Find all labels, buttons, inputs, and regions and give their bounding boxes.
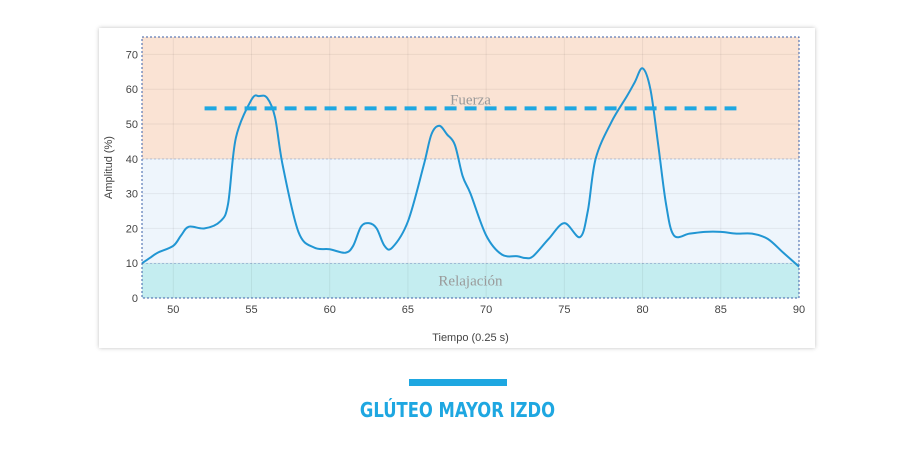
caption-accent-bar <box>409 379 507 386</box>
chart-card: Relajación Fuerza 50 55 60 65 70 75 80 85 90 0 10 2… <box>99 28 815 348</box>
bands-layer <box>142 37 799 298</box>
band-label-2: Fuerza <box>450 93 491 109</box>
y-tick-40: 40 <box>126 154 138 166</box>
band-labels-layer: Relajación Fuerza <box>438 93 503 290</box>
x-tick-75: 75 <box>558 304 570 316</box>
y-tick-0: 0 <box>132 293 138 305</box>
y-tick-20: 20 <box>126 223 138 235</box>
plot-frame <box>141 36 800 299</box>
x-tick-50: 50 <box>167 304 179 316</box>
x-tick-70: 70 <box>480 304 492 316</box>
y-tick-labels: 0 10 20 30 40 50 60 70 <box>126 49 138 305</box>
y-tick-50: 50 <box>126 119 138 131</box>
x-axis-label: Tiempo (0.25 s) <box>432 332 509 344</box>
x-tick-85: 85 <box>715 304 727 316</box>
x-tick-90: 90 <box>793 304 805 316</box>
x-tick-55: 55 <box>245 304 257 316</box>
x-tick-labels: 50 55 60 65 70 75 80 85 90 <box>167 304 805 316</box>
y-tick-60: 60 <box>126 84 138 96</box>
y-tick-10: 10 <box>126 258 138 270</box>
x-tick-65: 65 <box>402 304 414 316</box>
band-label-0: Relajación <box>438 274 503 290</box>
y-tick-70: 70 <box>126 49 138 61</box>
band-0 <box>142 263 799 298</box>
line-chart: Relajación Fuerza 50 55 60 65 70 75 80 85 90 0 10 2… <box>103 36 805 344</box>
y-tick-30: 30 <box>126 189 138 201</box>
chart-caption: GLÚTEO MAYOR IZDO <box>359 398 556 422</box>
x-tick-80: 80 <box>636 304 648 316</box>
y-axis-label: Amplitud (%) <box>103 136 115 199</box>
x-tick-60: 60 <box>324 304 336 316</box>
band-1 <box>142 158 799 264</box>
